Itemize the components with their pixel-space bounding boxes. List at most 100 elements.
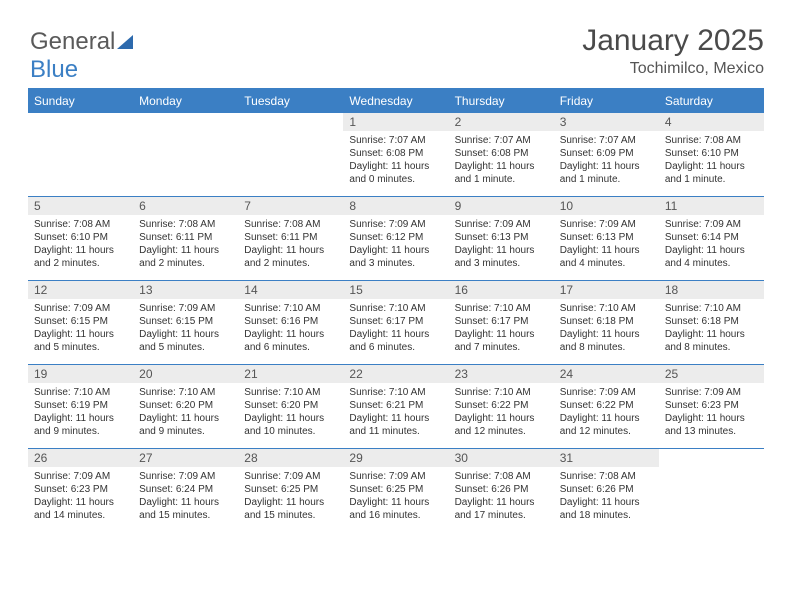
calendar-row: 1Sunrise: 7:07 AMSunset: 6:08 PMDaylight… <box>28 113 764 197</box>
day-details: Sunrise: 7:09 AMSunset: 6:24 PMDaylight:… <box>133 467 238 526</box>
day-details: Sunrise: 7:09 AMSunset: 6:25 PMDaylight:… <box>343 467 448 526</box>
calendar-cell: 16Sunrise: 7:10 AMSunset: 6:17 PMDayligh… <box>449 281 554 365</box>
day-number: 12 <box>28 281 133 299</box>
day-header: Sunday <box>28 89 133 113</box>
calendar-cell: 31Sunrise: 7:08 AMSunset: 6:26 PMDayligh… <box>554 449 659 533</box>
day-number: 24 <box>554 365 659 383</box>
calendar-cell: 15Sunrise: 7:10 AMSunset: 6:17 PMDayligh… <box>343 281 448 365</box>
calendar-header-row: SundayMondayTuesdayWednesdayThursdayFrid… <box>28 89 764 113</box>
calendar-cell: 13Sunrise: 7:09 AMSunset: 6:15 PMDayligh… <box>133 281 238 365</box>
calendar-cell: 4Sunrise: 7:08 AMSunset: 6:10 PMDaylight… <box>659 113 764 197</box>
day-details: Sunrise: 7:10 AMSunset: 6:21 PMDaylight:… <box>343 383 448 442</box>
calendar-cell: 6Sunrise: 7:08 AMSunset: 6:11 PMDaylight… <box>133 197 238 281</box>
day-details: Sunrise: 7:09 AMSunset: 6:15 PMDaylight:… <box>28 299 133 358</box>
day-number: 3 <box>554 113 659 131</box>
calendar-row: 19Sunrise: 7:10 AMSunset: 6:19 PMDayligh… <box>28 365 764 449</box>
day-number: 2 <box>449 113 554 131</box>
day-header: Thursday <box>449 89 554 113</box>
calendar-table: SundayMondayTuesdayWednesdayThursdayFrid… <box>28 88 764 533</box>
day-details: Sunrise: 7:09 AMSunset: 6:15 PMDaylight:… <box>133 299 238 358</box>
day-number: 15 <box>343 281 448 299</box>
calendar-cell: 23Sunrise: 7:10 AMSunset: 6:22 PMDayligh… <box>449 365 554 449</box>
calendar-cell: 12Sunrise: 7:09 AMSunset: 6:15 PMDayligh… <box>28 281 133 365</box>
day-details: Sunrise: 7:09 AMSunset: 6:23 PMDaylight:… <box>28 467 133 526</box>
day-number: 16 <box>449 281 554 299</box>
day-details: Sunrise: 7:10 AMSunset: 6:17 PMDaylight:… <box>343 299 448 358</box>
calendar-cell: 24Sunrise: 7:09 AMSunset: 6:22 PMDayligh… <box>554 365 659 449</box>
day-number: 26 <box>28 449 133 467</box>
day-number: 29 <box>343 449 448 467</box>
logo-triangle-icon <box>117 35 133 49</box>
day-details: Sunrise: 7:10 AMSunset: 6:16 PMDaylight:… <box>238 299 343 358</box>
calendar-cell: 22Sunrise: 7:10 AMSunset: 6:21 PMDayligh… <box>343 365 448 449</box>
day-details: Sunrise: 7:09 AMSunset: 6:22 PMDaylight:… <box>554 383 659 442</box>
day-details: Sunrise: 7:10 AMSunset: 6:18 PMDaylight:… <box>554 299 659 358</box>
day-number: 13 <box>133 281 238 299</box>
day-details: Sunrise: 7:08 AMSunset: 6:26 PMDaylight:… <box>449 467 554 526</box>
logo: General Blue <box>30 28 133 84</box>
logo-text-2: Blue <box>30 56 78 83</box>
day-details: Sunrise: 7:09 AMSunset: 6:13 PMDaylight:… <box>554 215 659 274</box>
day-number: 4 <box>659 113 764 131</box>
day-number: 18 <box>659 281 764 299</box>
day-details: Sunrise: 7:07 AMSunset: 6:08 PMDaylight:… <box>449 131 554 190</box>
calendar-cell: 19Sunrise: 7:10 AMSunset: 6:19 PMDayligh… <box>28 365 133 449</box>
day-number: 31 <box>554 449 659 467</box>
calendar-row: 5Sunrise: 7:08 AMSunset: 6:10 PMDaylight… <box>28 197 764 281</box>
calendar-body: 1Sunrise: 7:07 AMSunset: 6:08 PMDaylight… <box>28 113 764 533</box>
day-details: Sunrise: 7:10 AMSunset: 6:19 PMDaylight:… <box>28 383 133 442</box>
calendar-cell: 26Sunrise: 7:09 AMSunset: 6:23 PMDayligh… <box>28 449 133 533</box>
calendar-cell: 29Sunrise: 7:09 AMSunset: 6:25 PMDayligh… <box>343 449 448 533</box>
day-number: 8 <box>343 197 448 215</box>
day-details: Sunrise: 7:08 AMSunset: 6:10 PMDaylight:… <box>659 131 764 190</box>
day-details: Sunrise: 7:08 AMSunset: 6:26 PMDaylight:… <box>554 467 659 526</box>
day-details: Sunrise: 7:09 AMSunset: 6:23 PMDaylight:… <box>659 383 764 442</box>
calendar-cell: 10Sunrise: 7:09 AMSunset: 6:13 PMDayligh… <box>554 197 659 281</box>
calendar-cell <box>133 113 238 197</box>
day-details: Sunrise: 7:10 AMSunset: 6:18 PMDaylight:… <box>659 299 764 358</box>
page-subtitle: Tochimilco, Mexico <box>28 60 764 78</box>
calendar-cell: 18Sunrise: 7:10 AMSunset: 6:18 PMDayligh… <box>659 281 764 365</box>
day-number: 23 <box>449 365 554 383</box>
calendar-cell: 30Sunrise: 7:08 AMSunset: 6:26 PMDayligh… <box>449 449 554 533</box>
day-number: 11 <box>659 197 764 215</box>
day-number: 28 <box>238 449 343 467</box>
calendar-cell: 14Sunrise: 7:10 AMSunset: 6:16 PMDayligh… <box>238 281 343 365</box>
day-details: Sunrise: 7:07 AMSunset: 6:09 PMDaylight:… <box>554 131 659 190</box>
calendar-cell: 1Sunrise: 7:07 AMSunset: 6:08 PMDaylight… <box>343 113 448 197</box>
calendar-cell: 9Sunrise: 7:09 AMSunset: 6:13 PMDaylight… <box>449 197 554 281</box>
day-details: Sunrise: 7:09 AMSunset: 6:14 PMDaylight:… <box>659 215 764 274</box>
day-details: Sunrise: 7:10 AMSunset: 6:20 PMDaylight:… <box>238 383 343 442</box>
calendar-cell: 17Sunrise: 7:10 AMSunset: 6:18 PMDayligh… <box>554 281 659 365</box>
calendar-cell <box>28 113 133 197</box>
calendar-row: 26Sunrise: 7:09 AMSunset: 6:23 PMDayligh… <box>28 449 764 533</box>
day-number: 25 <box>659 365 764 383</box>
day-details: Sunrise: 7:09 AMSunset: 6:13 PMDaylight:… <box>449 215 554 274</box>
page-title: January 2025 <box>28 24 764 58</box>
day-number: 21 <box>238 365 343 383</box>
calendar-cell <box>659 449 764 533</box>
day-header: Saturday <box>659 89 764 113</box>
day-header: Tuesday <box>238 89 343 113</box>
calendar-cell: 2Sunrise: 7:07 AMSunset: 6:08 PMDaylight… <box>449 113 554 197</box>
day-number: 10 <box>554 197 659 215</box>
calendar-cell: 27Sunrise: 7:09 AMSunset: 6:24 PMDayligh… <box>133 449 238 533</box>
day-details: Sunrise: 7:08 AMSunset: 6:10 PMDaylight:… <box>28 215 133 274</box>
day-details: Sunrise: 7:08 AMSunset: 6:11 PMDaylight:… <box>133 215 238 274</box>
day-details: Sunrise: 7:07 AMSunset: 6:08 PMDaylight:… <box>343 131 448 190</box>
day-details: Sunrise: 7:09 AMSunset: 6:12 PMDaylight:… <box>343 215 448 274</box>
day-number: 9 <box>449 197 554 215</box>
day-number: 30 <box>449 449 554 467</box>
calendar-cell: 28Sunrise: 7:09 AMSunset: 6:25 PMDayligh… <box>238 449 343 533</box>
day-details: Sunrise: 7:09 AMSunset: 6:25 PMDaylight:… <box>238 467 343 526</box>
calendar-cell: 20Sunrise: 7:10 AMSunset: 6:20 PMDayligh… <box>133 365 238 449</box>
calendar-cell: 3Sunrise: 7:07 AMSunset: 6:09 PMDaylight… <box>554 113 659 197</box>
day-number: 7 <box>238 197 343 215</box>
day-number: 1 <box>343 113 448 131</box>
day-number: 5 <box>28 197 133 215</box>
day-header: Wednesday <box>343 89 448 113</box>
calendar-cell: 5Sunrise: 7:08 AMSunset: 6:10 PMDaylight… <box>28 197 133 281</box>
calendar-cell: 11Sunrise: 7:09 AMSunset: 6:14 PMDayligh… <box>659 197 764 281</box>
calendar-cell: 21Sunrise: 7:10 AMSunset: 6:20 PMDayligh… <box>238 365 343 449</box>
day-number: 17 <box>554 281 659 299</box>
